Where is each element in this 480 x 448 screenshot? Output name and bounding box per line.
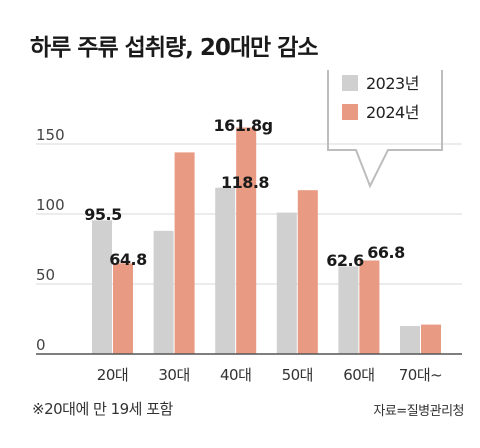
data-label-2023: 62.6 [326,251,364,270]
x-tick-label: 20대 [97,366,128,384]
bar-2023 [400,326,420,354]
y-tick-label: 150 [36,126,65,144]
data-label-2024: 161.8g [213,116,272,135]
source-label: 자료=질병관리청 [373,404,464,419]
y-tick-label: 100 [36,196,65,214]
bar-2024 [297,190,318,354]
bar-2023 [215,187,236,354]
x-tick-label: 50대 [282,366,313,384]
legend-swatch-2024 [342,104,358,120]
bar-2023 [338,266,359,354]
data-label-2023: 95.5 [84,205,122,224]
footnote: ※20대에 만 19세 포함 [32,400,173,418]
bar-2023 [276,212,297,354]
legend-label-2023: 2023년 [366,74,419,93]
y-tick-label: 0 [36,336,46,354]
data-label-2024: 64.8 [109,250,147,269]
bar-2024 [421,324,441,354]
x-tick-label: 60대 [343,366,374,384]
y-tick-label: 50 [36,266,55,284]
legend-swatch-2023 [342,75,358,91]
data-label-2024: 66.8 [367,243,405,262]
legend-label-2024: 2024년 [366,103,419,122]
bar-2024 [113,263,133,354]
bar-2024 [359,260,380,354]
legend-box [327,70,443,189]
chart-title: 하루 주류 섭취량, 20대만 감소 [30,35,319,61]
x-tick-label: 30대 [158,366,189,384]
x-tick-label: 40대 [220,366,251,384]
bar-2024 [174,152,195,354]
bar-2024 [236,127,257,354]
bar-2023 [153,230,174,354]
x-tick-label: 70대~ [399,366,442,384]
data-label-2023: 118.8 [221,173,269,192]
bar-2023 [92,220,112,354]
